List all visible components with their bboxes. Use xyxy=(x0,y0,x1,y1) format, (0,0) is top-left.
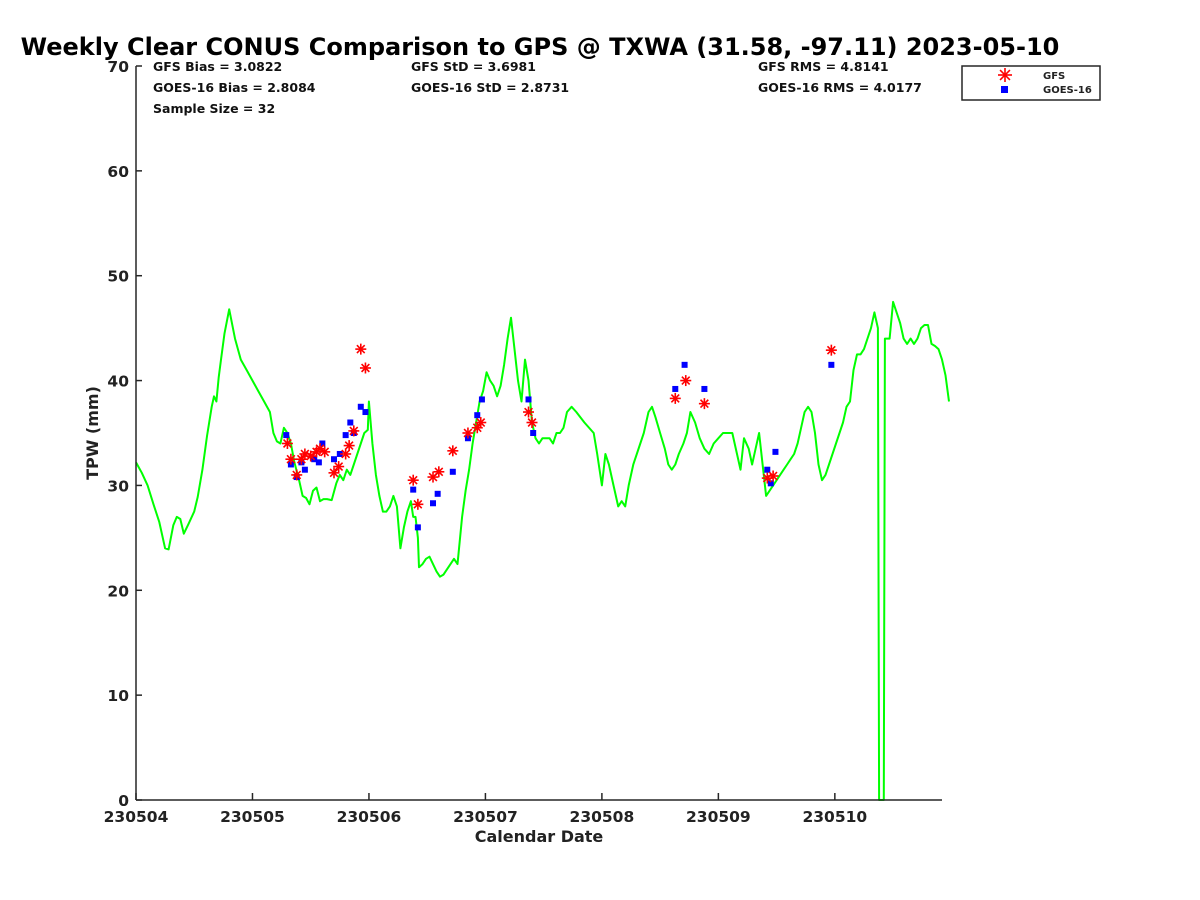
gfs-point xyxy=(328,467,340,479)
y-axis-label: TPW (mm) xyxy=(83,386,102,480)
gfs-bias-stat: GFS Bias = 3.0822 xyxy=(153,59,282,74)
stats-block: GFS Bias = 3.0822 GOES-16 Bias = 2.8084 … xyxy=(153,59,922,116)
chart-title: Weekly Clear CONUS Comparison to GPS @ T… xyxy=(21,33,1060,61)
gfs-point xyxy=(359,362,371,374)
gfs-point xyxy=(281,437,293,449)
goes16-point xyxy=(478,396,485,403)
x-tick-label: 230509 xyxy=(686,808,751,826)
gfs-point xyxy=(305,450,317,462)
gfs-point xyxy=(447,445,459,457)
gfs-point xyxy=(340,448,352,460)
gfs-point xyxy=(343,440,355,452)
gfs-rms-stat: GFS RMS = 4.8141 xyxy=(758,59,889,74)
goes16-point xyxy=(414,524,421,531)
gfs-point xyxy=(412,498,424,510)
gfs-point xyxy=(680,375,692,387)
goes16-point xyxy=(301,466,308,473)
gfs-point xyxy=(475,417,487,429)
x-axis-label: Calendar Date xyxy=(475,827,604,846)
x-tick-label: 230508 xyxy=(570,808,635,826)
goes16-point xyxy=(767,480,774,487)
goes16-point xyxy=(525,396,532,403)
legend: GFS GOES-16 xyxy=(961,65,1101,101)
goes16-point xyxy=(681,361,688,368)
goes16-point xyxy=(342,432,349,439)
gfs-point xyxy=(433,466,445,478)
goes16-point xyxy=(430,500,437,507)
goes16-point xyxy=(315,459,322,466)
gfs-point xyxy=(526,417,538,429)
gfs-point xyxy=(333,461,345,473)
goes16-point xyxy=(283,432,290,439)
goes16-point xyxy=(701,385,708,392)
goes16-point xyxy=(319,440,326,447)
legend-gfs-asterisk xyxy=(998,68,1012,82)
goes16-point xyxy=(764,466,771,473)
gfs-point xyxy=(291,469,303,481)
y-tick-label: 50 xyxy=(107,268,129,286)
goes16-point xyxy=(331,456,338,463)
legend-goes-label: GOES-16 xyxy=(1043,85,1092,96)
gfs-point xyxy=(825,344,837,356)
gfs-point xyxy=(407,474,419,486)
goes16-point xyxy=(336,450,343,457)
axes xyxy=(135,66,942,801)
y-tick-label: 70 xyxy=(107,58,129,76)
y-tick-label: 20 xyxy=(107,582,129,600)
goes16-point xyxy=(434,490,441,497)
x-tick-label: 230510 xyxy=(802,808,867,826)
gfs-std-stat: GFS StD = 3.6981 xyxy=(411,59,536,74)
plot-series xyxy=(135,300,950,801)
legend-gfs-label: GFS xyxy=(1043,71,1065,82)
goes16-point xyxy=(772,448,779,455)
goes16-point xyxy=(672,385,679,392)
goes-rms-stat: GOES-16 RMS = 4.0177 xyxy=(758,80,922,95)
goes16-point xyxy=(347,419,354,426)
y-tick-label: 30 xyxy=(107,477,129,495)
goes-std-stat: GOES-16 StD = 2.8731 xyxy=(411,80,569,95)
sample-size-stat: Sample Size = 32 xyxy=(153,101,275,116)
legend-box xyxy=(961,65,1101,101)
y-tick-label: 60 xyxy=(107,163,129,181)
x-tick-label: 230506 xyxy=(337,808,402,826)
gfs-point xyxy=(698,398,710,410)
y-tick-label: 10 xyxy=(107,687,129,705)
goes16-point xyxy=(828,361,835,368)
x-tick-label: 230505 xyxy=(220,808,285,826)
y-tick-label: 0 xyxy=(118,792,129,810)
gfs-point xyxy=(285,453,297,465)
goes16-point xyxy=(474,412,481,419)
gfs-point xyxy=(669,392,681,404)
gfs-point xyxy=(348,425,360,437)
gfs-point xyxy=(767,470,779,482)
gps-tpw-line xyxy=(135,300,950,801)
goes16-point xyxy=(357,403,364,410)
gfs-point xyxy=(523,406,535,418)
goes-bias-stat: GOES-16 Bias = 2.8084 xyxy=(153,80,316,95)
x-tick-label: 230507 xyxy=(453,808,518,826)
legend-gfs-marker xyxy=(998,68,1012,82)
legend-goes-marker xyxy=(1001,86,1008,93)
y-ticks: 0 10 20 30 40 50 60 70 xyxy=(107,58,142,810)
goes16-point xyxy=(530,430,537,436)
goes16-point xyxy=(449,468,456,475)
gfs-point xyxy=(355,343,367,355)
goes16-point xyxy=(410,486,417,493)
y-tick-label: 40 xyxy=(107,373,129,391)
goes16-point xyxy=(362,409,369,416)
gfs-point xyxy=(319,446,331,458)
x-tick-label: 230504 xyxy=(104,808,169,826)
gfs-point xyxy=(462,427,474,439)
x-ticks: 230504 230505 230506 230507 230508 230509 2305… xyxy=(104,793,867,826)
